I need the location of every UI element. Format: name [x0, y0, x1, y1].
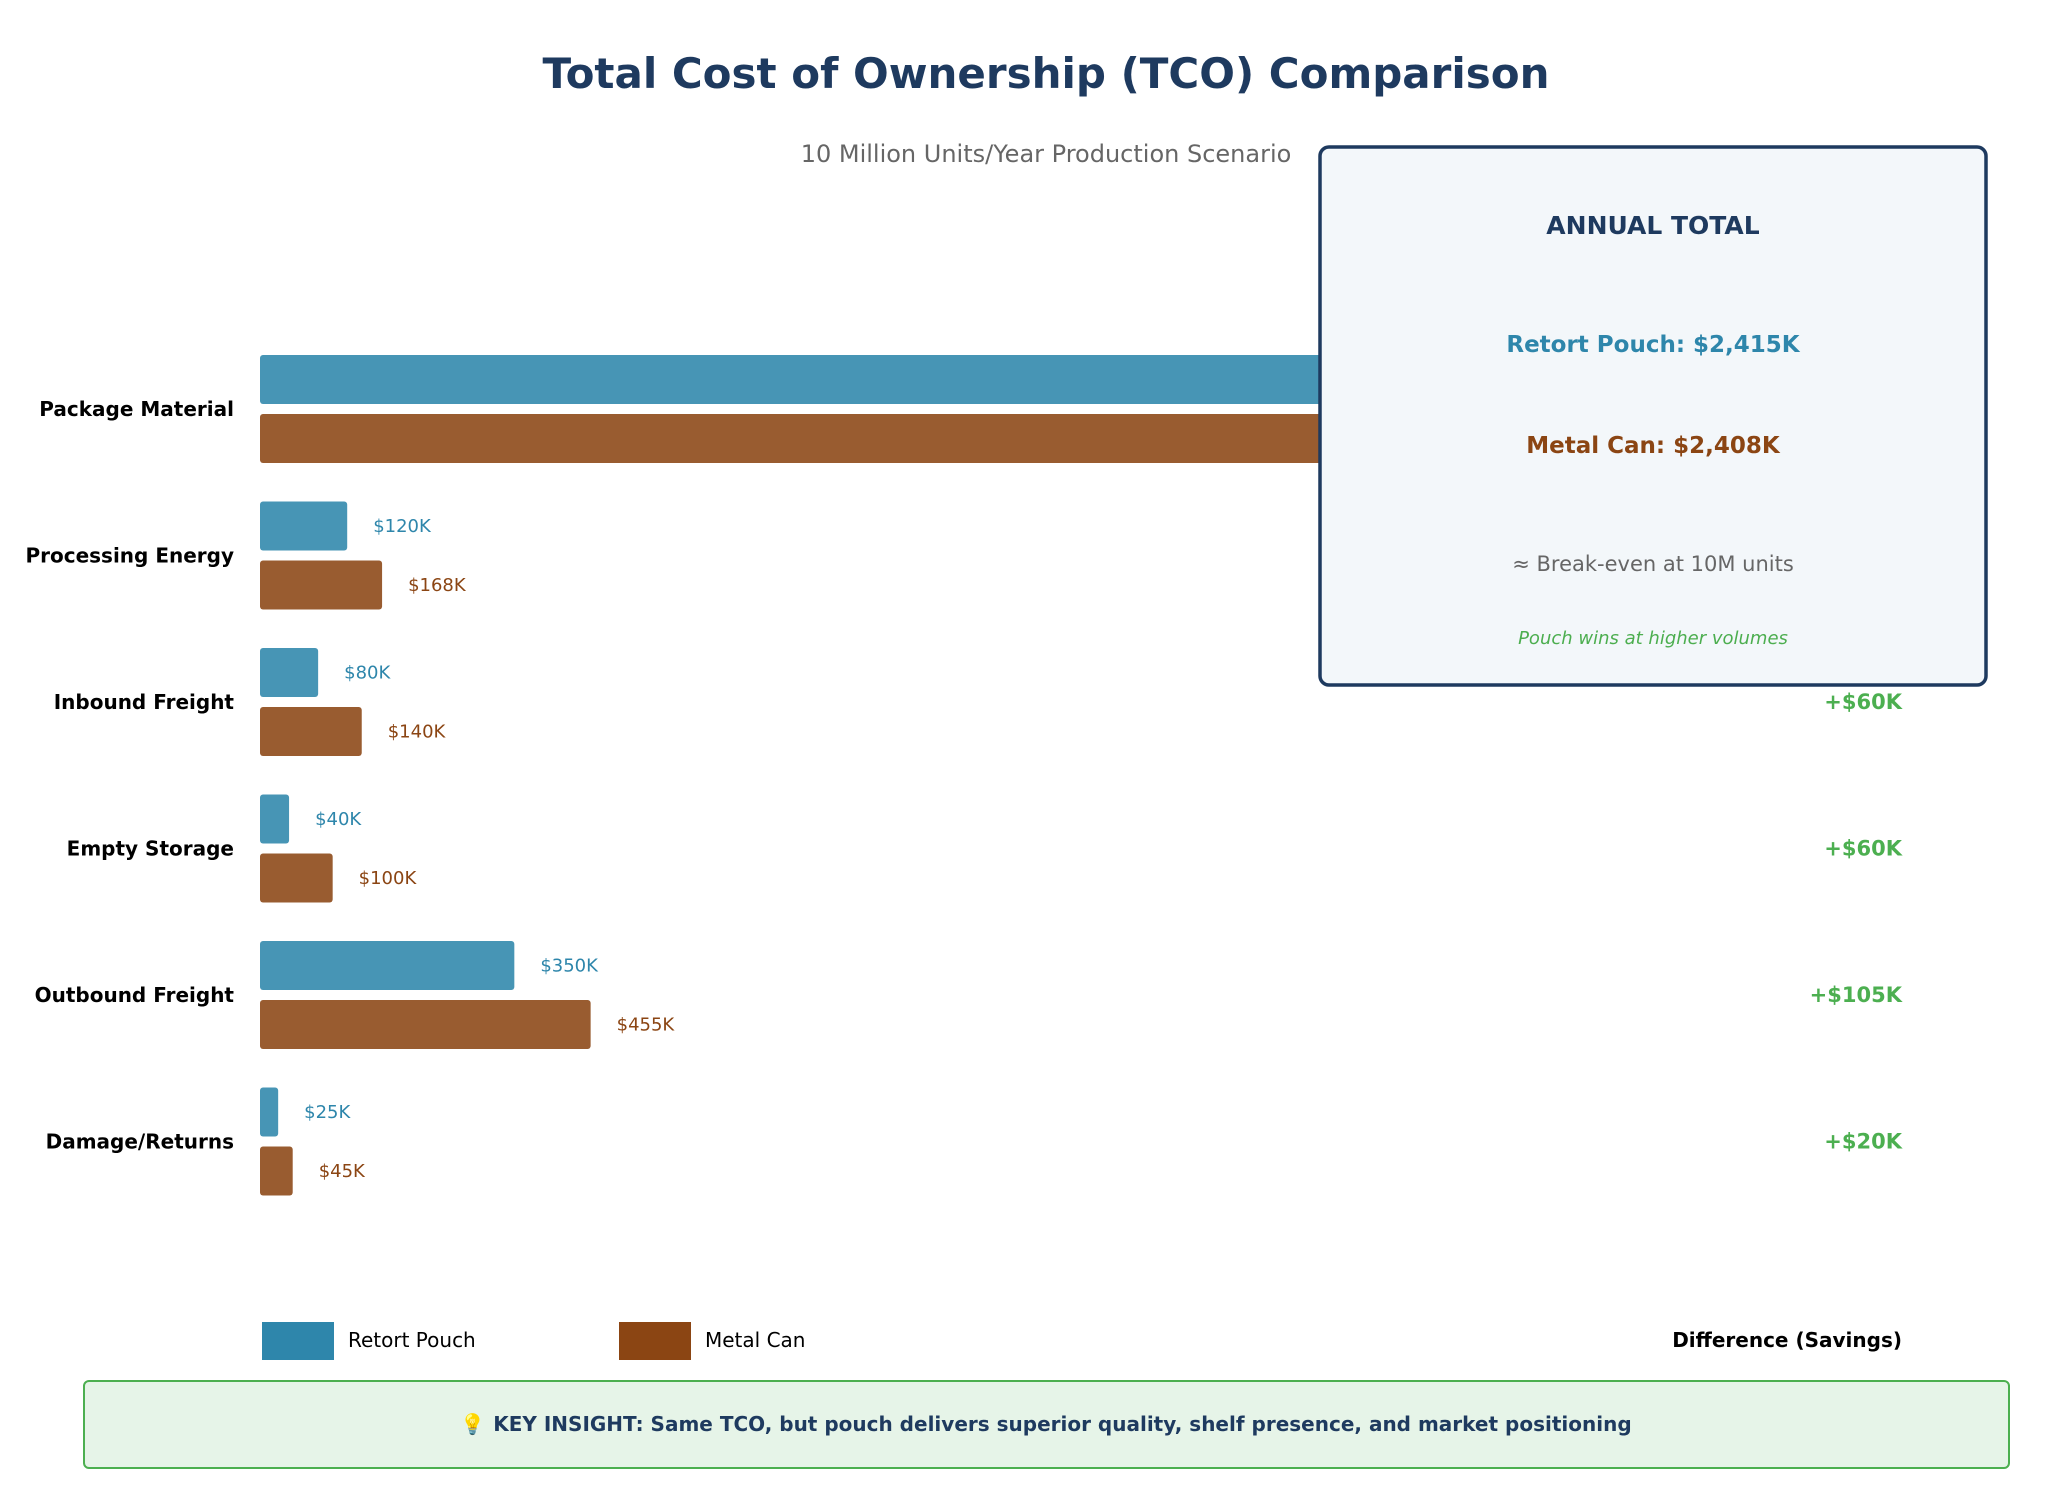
pouch-bar-outbound-freight — [260, 941, 515, 990]
category-label-empty-storage: Empty Storage — [67, 837, 234, 861]
chart-subtitle: 10 Million Units/Year Production Scenari… — [801, 140, 1292, 168]
can-value-label-outbound-freight: $455K — [617, 1015, 676, 1036]
difference-label-empty-storage: +$60K — [1824, 837, 1902, 861]
lightbulb-icon: 💡 — [460, 1412, 485, 1436]
key-insight-box — [83, 1380, 2010, 1469]
legend-difference-label: Difference (Savings) — [1672, 1328, 1902, 1352]
difference-label-inbound-freight: +$60K — [1824, 690, 1902, 714]
category-label-damage-returns: Damage/Returns — [46, 1130, 234, 1154]
can-bar-empty-storage — [260, 853, 333, 903]
breakeven-note: ≈ Break-even at 10M units — [1512, 552, 1794, 576]
pouch-bar-package-material — [260, 355, 1568, 404]
legend-can-label: Metal Can — [705, 1328, 805, 1352]
can-total: Metal Can: $2,408K — [1526, 433, 1781, 459]
category-label-processing-energy: Processing Energy — [25, 544, 234, 568]
can-value-label-processing-energy: $168K — [408, 575, 467, 596]
can-bar-damage-returns — [260, 1146, 293, 1196]
pouch-value-label-inbound-freight: $80K — [344, 663, 391, 684]
pouch-value-label-empty-storage: $40K — [315, 809, 362, 830]
difference-label-damage-returns: +$20K — [1824, 1130, 1902, 1154]
pouch-bar-inbound-freight — [260, 648, 319, 697]
pouch-bar-empty-storage — [260, 794, 290, 844]
can-bar-processing-energy — [260, 560, 383, 610]
legend-pouch-swatch — [262, 1322, 334, 1360]
pouch-total: Retort Pouch: $2,415K — [1506, 332, 1800, 358]
key-insight-banner: 💡 KEY INSIGHT: Same TCO, but pouch delive… — [83, 1380, 2010, 1469]
pouch-value-label-outbound-freight: $350K — [540, 956, 599, 977]
legend-pouch-label: Retort Pouch — [348, 1328, 476, 1352]
can-value-label-inbound-freight: $140K — [388, 722, 447, 743]
legend-can-swatch — [619, 1322, 691, 1360]
can-bar-package-material — [260, 414, 1350, 463]
chart-title: Total Cost of Ownership (TCO) Comparison — [543, 49, 1550, 98]
can-value-label-damage-returns: $45K — [319, 1161, 366, 1182]
pouch-bar-processing-energy — [260, 501, 348, 551]
category-label-package-material: Package Material — [39, 397, 234, 421]
pouch-value-label-processing-energy: $120K — [373, 516, 432, 537]
volume-note: Pouch wins at higher volumes — [1518, 628, 1788, 649]
difference-label-outbound-freight: +$105K — [1810, 983, 1903, 1007]
category-label-inbound-freight: Inbound Freight — [54, 690, 235, 714]
category-label-outbound-freight: Outbound Freight — [35, 983, 235, 1007]
pouch-value-label-damage-returns: $25K — [304, 1102, 351, 1123]
key-insight-line: 💡 KEY INSIGHT: Same TCO, but pouch delive… — [460, 1412, 1631, 1436]
annual-total-panel: ANNUAL TOTAL Retort Pouch: $2,415K Metal… — [1318, 145, 1988, 687]
can-bar-outbound-freight — [260, 1000, 591, 1049]
can-bar-inbound-freight — [260, 707, 362, 756]
annual-total-title: ANNUAL TOTAL — [1546, 211, 1759, 240]
can-value-label-empty-storage: $100K — [359, 868, 418, 889]
annual-total-box — [1318, 145, 1988, 687]
pouch-bar-damage-returns — [260, 1087, 279, 1137]
key-insight-text: KEY INSIGHT: Same TCO, but pouch deliver… — [493, 1412, 1631, 1436]
legend: Retort Pouch Metal Can Difference (Savin… — [262, 1322, 1902, 1360]
